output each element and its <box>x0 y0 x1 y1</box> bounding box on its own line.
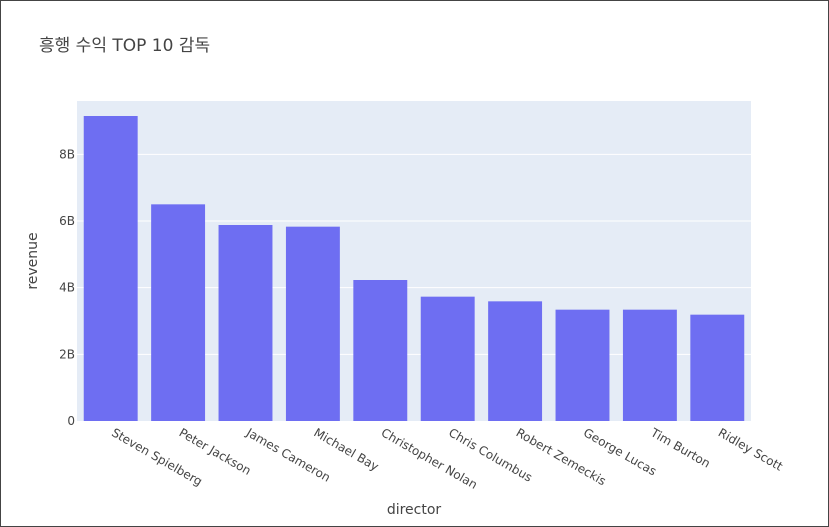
y-tick-label: 2B <box>59 347 75 361</box>
y-axis-ticks: 0 2B 4B 6B 8B <box>59 147 75 428</box>
y-tick-label: 0 <box>67 414 75 428</box>
y-tick-label: 6B <box>59 214 75 228</box>
x-tick-label: Ridley Scott <box>716 425 786 473</box>
bars <box>83 116 745 421</box>
bar-michael-bay[interactable] <box>285 226 340 421</box>
y-axis-title: revenue <box>25 232 41 289</box>
bar-christopher-nolan[interactable] <box>353 280 408 421</box>
bar-james-cameron[interactable] <box>218 225 273 421</box>
y-tick-label: 4B <box>59 281 75 295</box>
bar-peter-jackson[interactable] <box>151 204 206 421</box>
x-axis-title: director <box>387 502 442 518</box>
bar-tim-burton[interactable] <box>622 309 677 421</box>
bar-george-lucas[interactable] <box>555 309 610 421</box>
y-tick-label: 8B <box>59 147 75 161</box>
chart-title: 흥행 수익 TOP 10 감독 <box>39 36 210 56</box>
bar-robert-zemeckis[interactable] <box>488 301 543 421</box>
x-tick-label: Tim Burton <box>648 425 713 471</box>
bar-chris-columbus[interactable] <box>420 296 475 421</box>
bar-steven-spielberg[interactable] <box>83 116 138 421</box>
bar-ridley-scott[interactable] <box>690 314 745 421</box>
